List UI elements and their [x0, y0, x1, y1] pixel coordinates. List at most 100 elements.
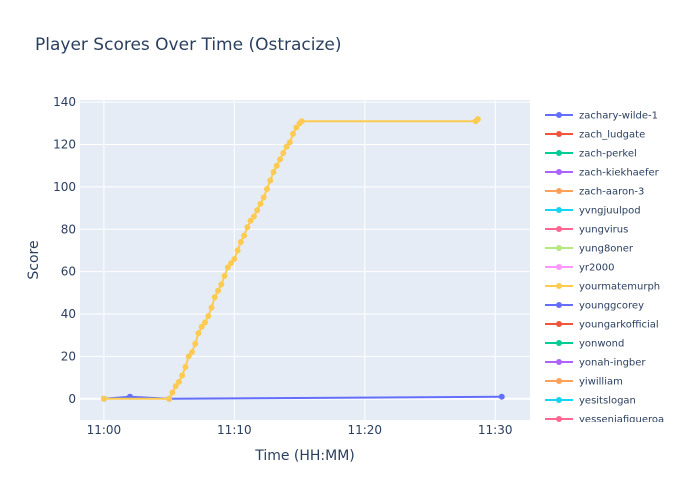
legend-label: yesitslogan — [579, 396, 636, 407]
data-point — [192, 340, 199, 347]
y-tick-label: 80 — [61, 222, 76, 236]
series-layer — [100, 116, 505, 402]
legend-label: zach-aaron-3 — [579, 187, 644, 198]
data-point — [185, 353, 192, 360]
legend-label: zachary-wilde-1 — [579, 111, 658, 122]
data-point — [244, 224, 251, 231]
legend-marker-icon — [556, 302, 562, 308]
legend-label: zach-kiekhaefer — [579, 168, 660, 179]
legend-item[interactable]: zachary-wilde-1 — [545, 111, 658, 122]
data-point — [195, 330, 202, 337]
data-point — [188, 349, 195, 356]
legend-label: yonah-ingber — [579, 358, 646, 369]
data-point — [228, 260, 235, 267]
data-point — [286, 139, 293, 146]
legend-label: yonwond — [579, 339, 624, 350]
chart-title: Player Scores Over Time (Ostracize) — [35, 35, 342, 55]
legend-item[interactable]: yonwond — [545, 339, 624, 350]
legend-marker-icon — [556, 321, 562, 327]
legend-marker-icon — [556, 150, 562, 156]
legend-marker-icon — [556, 188, 562, 194]
data-point — [270, 169, 277, 176]
legend-label: yvngjuulpod — [579, 206, 641, 217]
legend-marker-icon — [556, 283, 562, 289]
data-point — [298, 118, 305, 125]
data-point — [205, 313, 212, 320]
legend-marker-icon — [556, 397, 562, 403]
data-point — [172, 383, 179, 390]
legend-item[interactable]: yvngjuulpod — [545, 206, 641, 217]
data-point — [211, 294, 218, 301]
data-point — [263, 186, 270, 193]
y-tick-label: 120 — [53, 138, 76, 152]
x-tick-label: 11:30 — [478, 423, 513, 437]
axis-ticks: 0 20 40 60 80 100 120 140 11:00 11:10 11:20 11:30 — [53, 95, 512, 437]
data-point — [280, 149, 287, 156]
legend-marker-icon — [556, 131, 562, 137]
data-point — [273, 162, 280, 169]
y-tick-label: 40 — [61, 307, 76, 321]
legend-label: younggcorey — [579, 301, 644, 312]
data-point — [202, 319, 208, 326]
series-line — [103, 395, 502, 400]
legend-item[interactable]: yiwilliam — [545, 377, 623, 388]
x-tick-label: 11:00 — [87, 423, 122, 437]
data-point — [257, 200, 264, 207]
data-point — [166, 395, 173, 402]
data-point — [254, 207, 261, 214]
legend-item[interactable]: yr2000 — [545, 263, 614, 274]
legend-label: zach_ludgate — [579, 130, 645, 141]
data-point — [498, 393, 505, 400]
legend-label: yesseniafigueroa — [579, 415, 664, 426]
legend-marker-icon — [556, 416, 562, 422]
data-point — [474, 116, 481, 123]
legend-item[interactable]: yonah-ingber — [545, 358, 646, 369]
legend-marker-icon — [556, 207, 562, 213]
legend-item[interactable]: yesseniafigueroa — [545, 415, 664, 426]
plot-area — [80, 100, 530, 420]
data-point — [267, 177, 274, 184]
legend-marker-icon — [556, 340, 562, 346]
x-tick-label: 11:20 — [347, 423, 382, 437]
data-point — [208, 304, 215, 311]
legend-item[interactable]: zach-aaron-3 — [545, 187, 644, 198]
legend-item[interactable]: yourmatemurph — [545, 282, 660, 293]
data-point — [250, 213, 257, 220]
legend-label: yourmatemurph — [579, 282, 660, 293]
legend-item[interactable]: yung8oner — [545, 244, 634, 255]
legend-label: yr2000 — [579, 263, 614, 274]
legend-label: yungvirus — [579, 225, 628, 236]
data-point — [234, 247, 241, 254]
legend-marker-icon — [556, 169, 562, 175]
legend-item[interactable]: zach_ludgate — [545, 130, 645, 141]
legend-item[interactable]: younggcorey — [545, 301, 644, 312]
legend-item[interactable]: yungvirus — [545, 225, 628, 236]
data-point — [260, 194, 267, 201]
data-point — [283, 143, 290, 150]
x-axis-title: Time (HH:MM) — [254, 448, 355, 464]
data-point — [169, 389, 176, 396]
data-point — [277, 156, 283, 163]
legend-marker-icon — [556, 264, 562, 270]
legend[interactable]: zachary-wilde-1 zach_ludgate zach-perkel za… — [545, 111, 664, 426]
data-point — [290, 130, 297, 137]
legend-item[interactable]: youngarkofficial — [545, 320, 659, 331]
data-point — [247, 217, 254, 224]
y-tick-label: 60 — [61, 265, 76, 279]
data-point — [100, 395, 107, 402]
legend-marker-icon — [556, 226, 562, 232]
grid-lines — [80, 100, 530, 420]
y-tick-label: 100 — [53, 180, 76, 194]
data-point — [182, 364, 189, 371]
legend-label: zach-perkel — [579, 149, 637, 160]
legend-item[interactable]: zach-perkel — [545, 149, 637, 160]
data-point — [231, 255, 238, 262]
data-point — [224, 264, 231, 271]
legend-marker-icon — [556, 245, 562, 251]
legend-marker-icon — [556, 112, 562, 118]
series-yourmatemurph — [100, 116, 481, 402]
legend-label: yiwilliam — [579, 377, 623, 388]
legend-item[interactable]: yesitslogan — [545, 396, 636, 407]
legend-item[interactable]: zach-kiekhaefer — [545, 168, 660, 179]
data-point — [179, 372, 186, 379]
